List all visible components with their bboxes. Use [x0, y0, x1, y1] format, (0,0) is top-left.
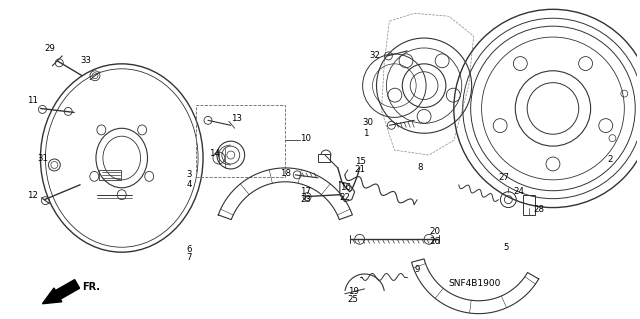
Text: 9: 9	[414, 264, 420, 273]
Text: 15: 15	[355, 158, 365, 167]
Bar	[318, 154, 330, 162]
Text: 19: 19	[348, 287, 358, 296]
Bar	[196, 106, 285, 177]
Text: 29: 29	[44, 44, 55, 54]
Text: 33: 33	[80, 56, 91, 65]
Text: 12: 12	[27, 191, 38, 200]
Text: 13: 13	[231, 114, 242, 123]
Text: 30: 30	[363, 118, 374, 127]
Text: 4: 4	[186, 180, 191, 189]
Text: 25: 25	[348, 295, 359, 304]
Text: 22: 22	[340, 193, 351, 202]
Text: 3: 3	[186, 170, 191, 179]
Text: 31: 31	[38, 153, 49, 162]
Text: 14: 14	[209, 149, 220, 158]
Text: 16: 16	[340, 183, 351, 192]
Text: 27: 27	[499, 173, 509, 182]
Bar	[99, 170, 121, 180]
Text: 24: 24	[513, 187, 524, 196]
Text: 28: 28	[533, 205, 544, 214]
Text: 6: 6	[186, 245, 191, 254]
Text: 5: 5	[504, 243, 509, 252]
FancyArrow shape	[42, 280, 79, 304]
Text: 21: 21	[355, 166, 365, 174]
Text: 17: 17	[300, 187, 311, 196]
Text: FR.: FR.	[82, 282, 100, 292]
Text: 20: 20	[429, 227, 440, 236]
Text: 8: 8	[417, 163, 422, 173]
Text: SNF4B1900: SNF4B1900	[449, 279, 501, 288]
Text: 32: 32	[369, 51, 381, 60]
Bar	[524, 195, 535, 214]
Text: 23: 23	[300, 195, 311, 204]
Text: 10: 10	[300, 134, 311, 143]
Text: 11: 11	[27, 96, 38, 105]
Text: 1: 1	[363, 129, 368, 138]
Text: 26: 26	[429, 237, 440, 246]
Text: 18: 18	[280, 169, 291, 178]
Text: 2: 2	[607, 155, 613, 165]
Text: 7: 7	[186, 253, 191, 262]
